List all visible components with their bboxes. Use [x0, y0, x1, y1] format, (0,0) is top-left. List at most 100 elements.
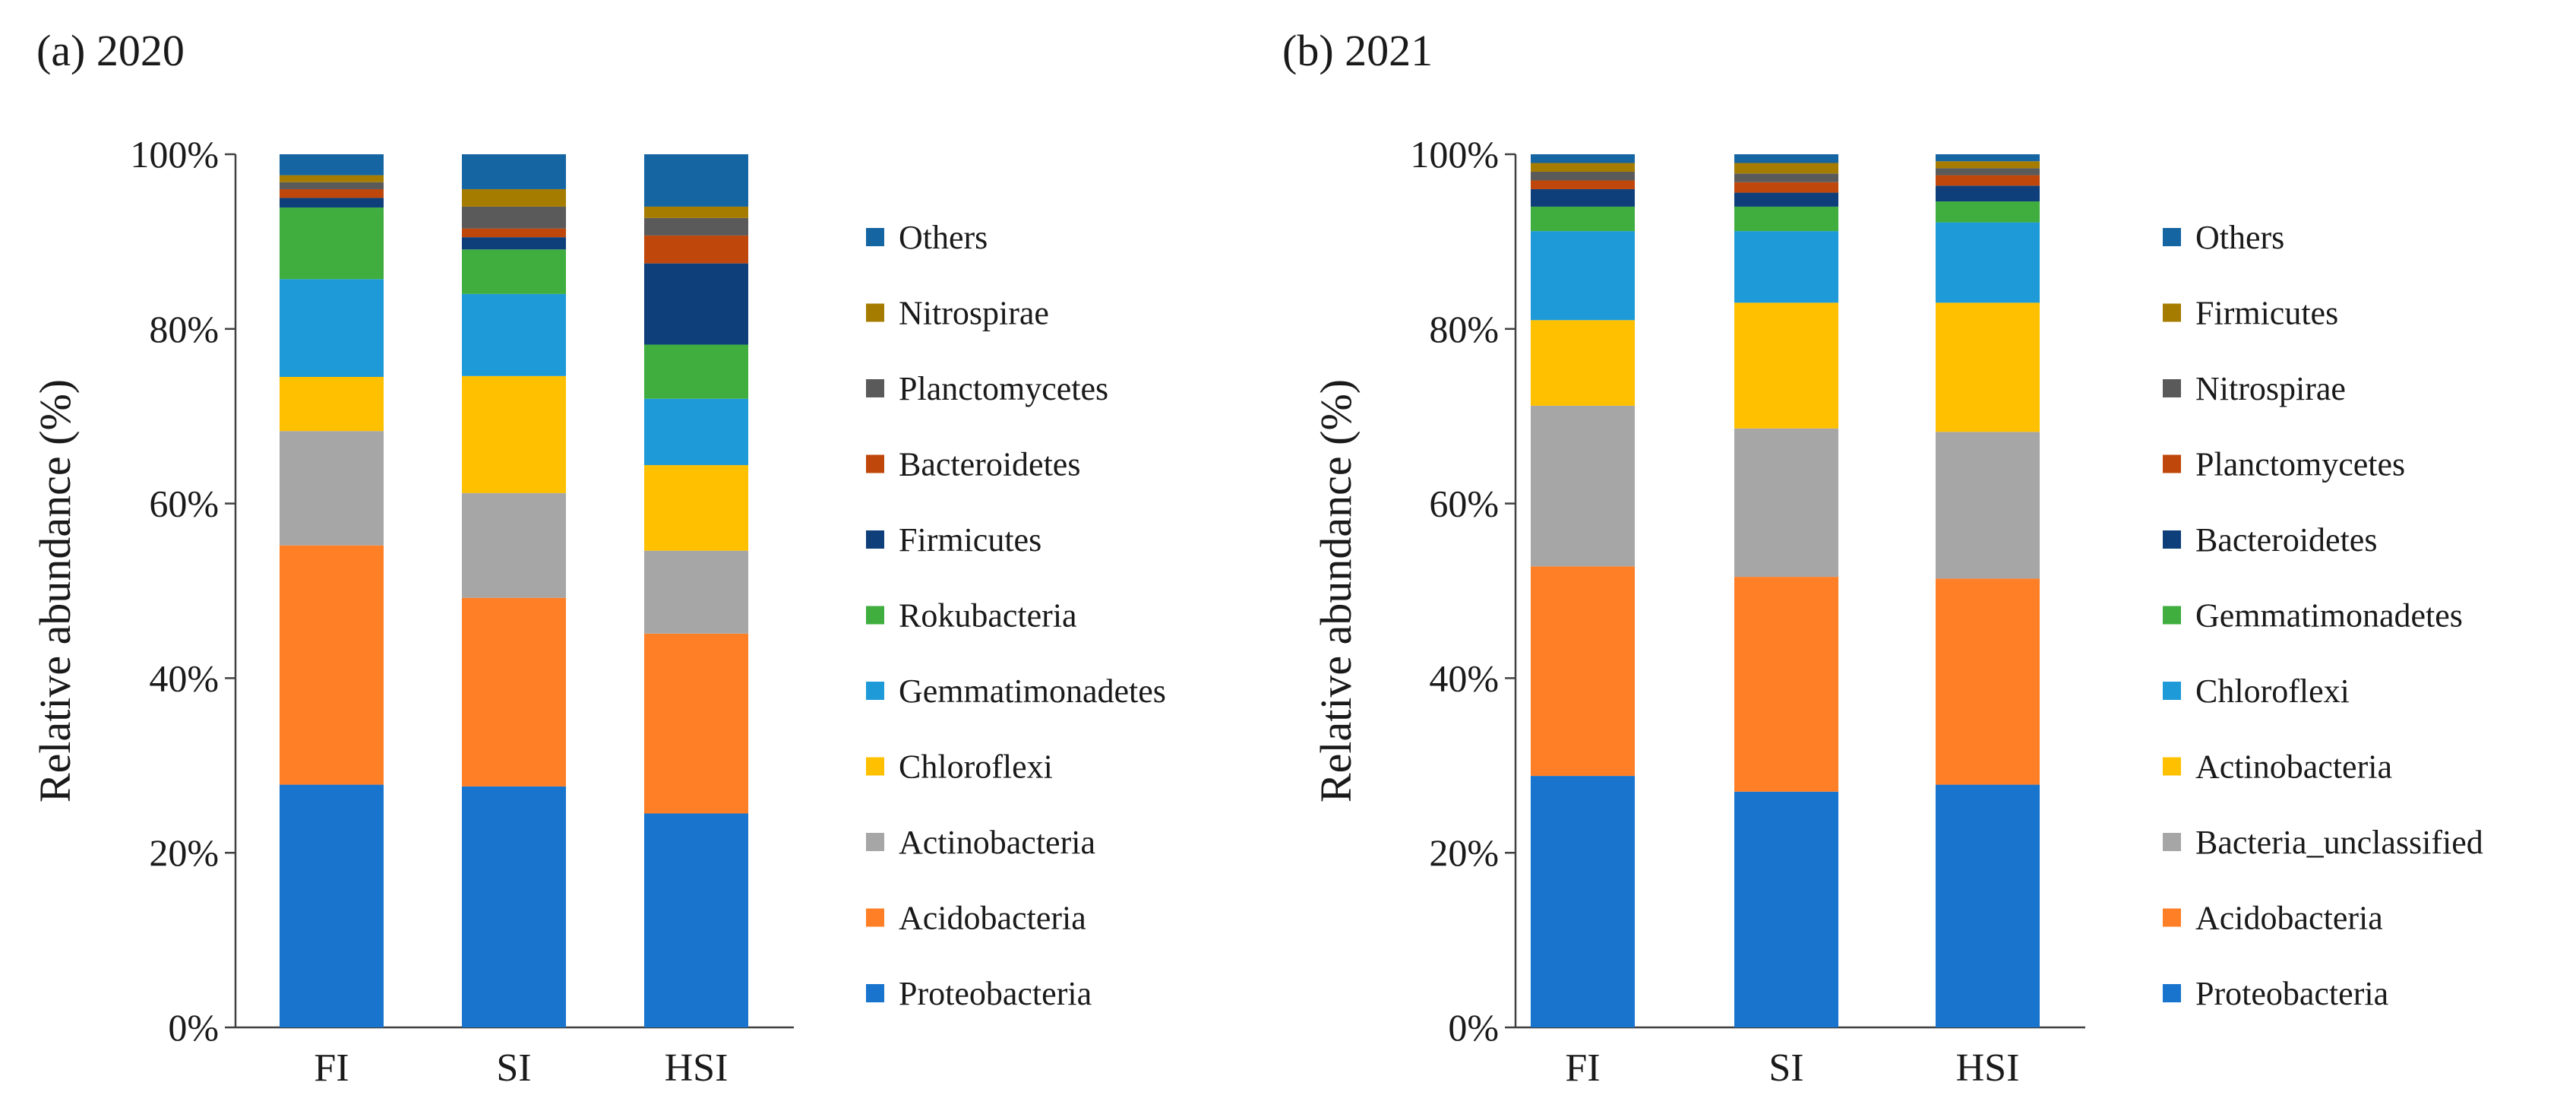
legend-swatch: [2163, 530, 2181, 549]
legend-label: Bacteria_unclassified: [2195, 824, 2483, 861]
bar-b-fi-nitrospirae: [1531, 171, 1635, 181]
bar-b-hsi-proteobacteria: [1936, 784, 2040, 1027]
bar-a-si-planctomycetes: [462, 206, 566, 229]
bar-a-si-rokubacteria: [462, 249, 566, 294]
legend-label: Proteobacteria: [899, 975, 1092, 1012]
y-tick-label: 40%: [1429, 657, 1499, 699]
bar-b-hsi-bacteria_unclassified: [1936, 432, 2040, 579]
legend-swatch: [2163, 682, 2181, 700]
legend-swatch: [866, 984, 884, 1002]
bar-b-si-acidobacteria: [1734, 577, 1838, 792]
x-tick-label: HSI: [665, 1046, 729, 1090]
bar-b-si-bacteria_unclassified: [1734, 428, 1838, 578]
bar-b-hsi-others: [1936, 154, 2040, 162]
panel-b-2021: (b) 2021 Relative abundance (%) 0% 20% 40% 60…: [1282, 26, 2483, 1090]
bar-a-hsi-acidobacteria: [644, 633, 748, 814]
x-tick-label: FI: [314, 1046, 349, 1090]
bar-b-fi-acidobacteria: [1531, 566, 1635, 777]
bar-a-si-acidobacteria: [462, 597, 566, 787]
bar-a-fi-firmicutes: [280, 198, 384, 208]
bar-b-si-nitrospirae: [1734, 173, 1838, 182]
legend-label: Rokubacteria: [899, 597, 1077, 635]
y-tick-label: 100%: [130, 133, 219, 176]
bar-a-si-chloroflexi: [462, 375, 566, 493]
bar-a-fi-planctomycetes: [280, 182, 384, 189]
bar-b-si-planctomycetes: [1734, 182, 1838, 193]
bar-a-fi-proteobacteria: [280, 784, 384, 1027]
bar-a-si-nitrospirae: [462, 188, 566, 207]
bar-a-hsi-rokubacteria: [644, 344, 748, 399]
legend-label: Gemmatimonadetes: [2195, 597, 2463, 635]
legend-label: Acidobacteria: [899, 900, 1086, 937]
legend-label: Bacteroidetes: [899, 446, 1080, 483]
bar-b-fi-bacteria_unclassified: [1531, 405, 1635, 567]
y-tick-label: 20%: [149, 831, 219, 874]
legend-swatch: [2163, 757, 2181, 776]
legend-label: Acidobacteria: [2195, 900, 2383, 937]
bar-b-hsi-planctomycetes: [1936, 175, 2040, 186]
legend-swatch: [866, 682, 884, 700]
bar-a-hsi-chloroflexi: [644, 465, 748, 551]
legend-label: Planctomycetes: [2195, 446, 2405, 483]
bar-a-hsi-actinobacteria: [644, 550, 748, 634]
y-tick-label: 80%: [1429, 308, 1499, 350]
bar-a-fi-actinobacteria: [280, 431, 384, 546]
bar-b-fi-bacteroidetes: [1531, 188, 1635, 207]
legend-swatch: [2163, 984, 2181, 1002]
x-tick-label: HSI: [1956, 1046, 2020, 1090]
legend-label: Chloroflexi: [2195, 673, 2350, 710]
y-tick-label: 80%: [149, 308, 219, 350]
bar-a-si-others: [462, 154, 566, 189]
bar-b-hsi-gemmatimonadetes: [1936, 201, 2040, 223]
bar-b-hsi-actinobacteria: [1936, 302, 2040, 432]
x-tick-label: SI: [1768, 1046, 1803, 1090]
legend-label: Firmicutes: [2195, 295, 2338, 332]
bar-a-hsi-firmicutes: [644, 263, 748, 345]
bar-b-si-bacteroidetes: [1734, 192, 1838, 207]
bar-a-hsi-proteobacteria: [644, 813, 748, 1027]
legend-swatch: [866, 303, 884, 322]
legend-label: Chloroflexi: [899, 749, 1053, 786]
legend-swatch: [2163, 454, 2181, 473]
bar-b-si-proteobacteria: [1734, 791, 1838, 1027]
y-tick-label: 0%: [1448, 1006, 1499, 1049]
bar-a-fi-others: [280, 154, 384, 176]
bar-a-si-actinobacteria: [462, 492, 566, 598]
bar-a-hsi-planctomycetes: [644, 217, 748, 236]
legend-label: Nitrospirae: [2195, 370, 2346, 407]
bar-b-hsi-acidobacteria: [1936, 578, 2040, 785]
bar-a-fi-nitrospirae: [280, 175, 384, 182]
bar-b-si-others: [1734, 154, 1838, 163]
bar-a-si-gemmatimonadetes: [462, 293, 566, 376]
bar-a-fi-rokubacteria: [280, 207, 384, 280]
legend-swatch: [866, 379, 884, 397]
legend-label: Others: [899, 219, 988, 256]
bar-b-fi-gemmatimonadetes: [1531, 206, 1635, 232]
bar-a-hsi-gemmatimonadetes: [644, 398, 748, 466]
y-axis-label: Relative abundance (%): [30, 379, 80, 802]
legend-swatch: [2163, 228, 2181, 246]
legend-label: Planctomycetes: [899, 370, 1108, 407]
legend-label: Nitrospirae: [899, 295, 1049, 332]
bar-b-hsi-nitrospirae: [1936, 168, 2040, 176]
bar-a-fi-bacteroidetes: [280, 188, 384, 198]
bar-a-fi-gemmatimonadetes: [280, 279, 384, 377]
y-tick-label: 40%: [149, 657, 219, 699]
bar-b-hsi-firmicutes: [1936, 161, 2040, 169]
panel-title: (a) 2020: [36, 26, 185, 75]
legend-label: Others: [2195, 219, 2284, 256]
legend-swatch: [866, 606, 884, 625]
bar-b-si-gemmatimonadetes: [1734, 206, 1838, 232]
y-tick-label: 20%: [1429, 831, 1499, 874]
y-tick-label: 60%: [149, 483, 219, 525]
y-tick-label: 60%: [1429, 483, 1499, 525]
legend: Others Nitrospirae Planctomycetes Bacteroid…: [866, 219, 1166, 1012]
legend-label: Proteobacteria: [2195, 975, 2388, 1012]
bar-a-hsi-others: [644, 154, 748, 207]
legend-swatch: [866, 908, 884, 927]
legend-swatch: [2163, 606, 2181, 625]
bar-b-fi-others: [1531, 154, 1635, 163]
legend-swatch: [866, 454, 884, 473]
bar-b-si-firmicutes: [1734, 163, 1838, 174]
x-tick-label: FI: [1565, 1046, 1600, 1090]
